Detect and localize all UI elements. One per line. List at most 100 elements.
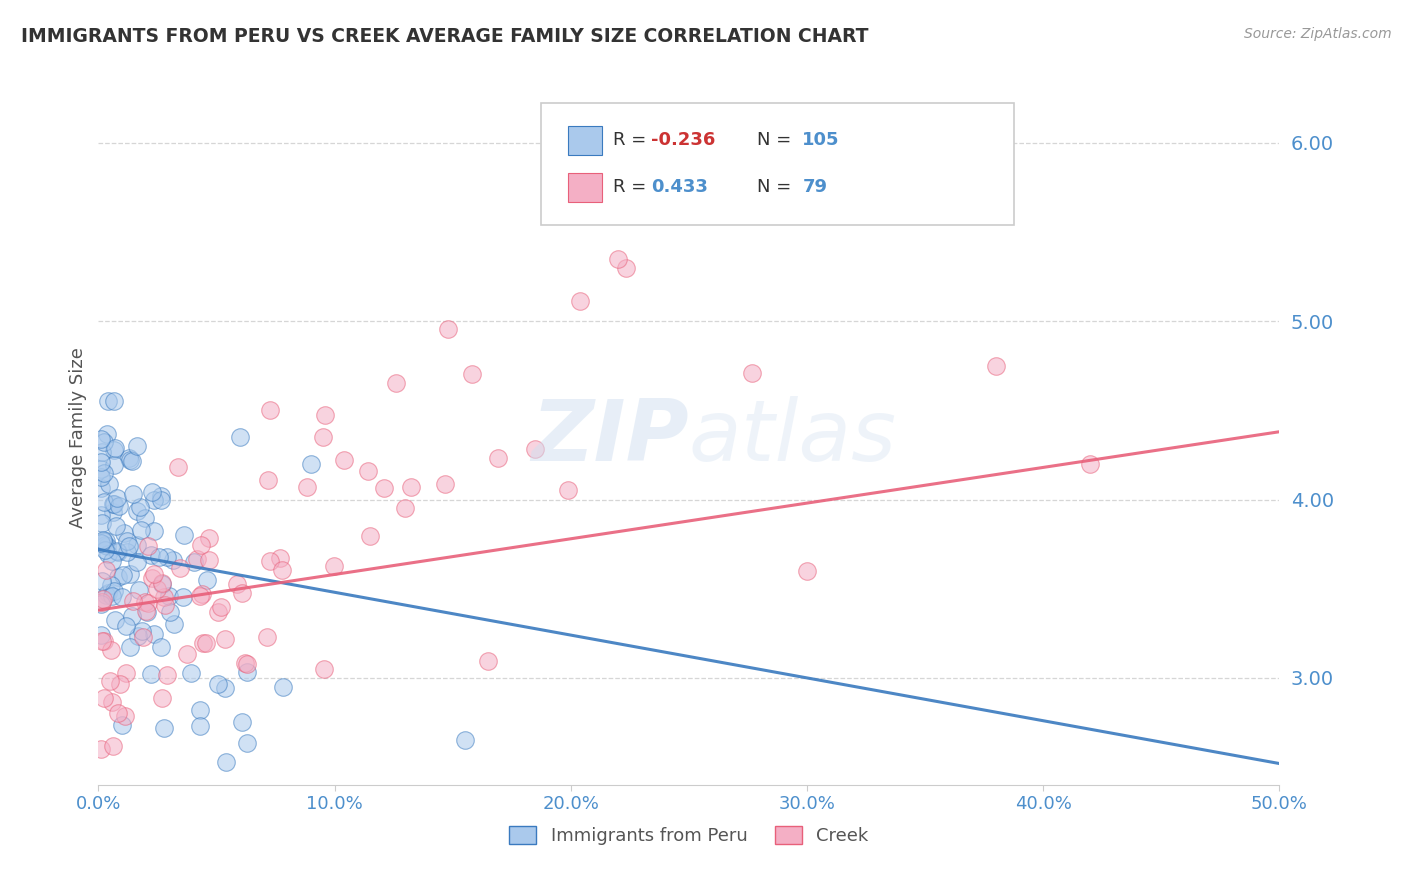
Point bbox=[91, 516, 114, 530]
Point bbox=[156, 550, 179, 565]
Text: 105: 105 bbox=[803, 131, 839, 149]
Point bbox=[156, 667, 179, 681]
Point bbox=[172, 590, 194, 604]
Point bbox=[90, 536, 112, 550]
Point bbox=[314, 409, 336, 423]
Point bbox=[128, 583, 150, 598]
Point bbox=[214, 632, 236, 646]
Point bbox=[90, 481, 112, 495]
Point bbox=[195, 573, 218, 587]
Point bbox=[93, 495, 115, 509]
Text: 0.433: 0.433 bbox=[651, 178, 709, 196]
Point bbox=[153, 599, 176, 613]
Point bbox=[436, 321, 458, 335]
Point bbox=[93, 633, 115, 648]
Point bbox=[198, 531, 221, 545]
Point bbox=[186, 552, 208, 566]
Point bbox=[139, 549, 162, 563]
Text: R =: R = bbox=[613, 131, 652, 149]
Point bbox=[190, 703, 212, 717]
Point bbox=[100, 643, 122, 657]
Point bbox=[103, 442, 125, 457]
Point bbox=[125, 555, 148, 569]
Point bbox=[101, 505, 124, 519]
Point bbox=[607, 252, 630, 266]
Point bbox=[741, 366, 763, 380]
Point bbox=[101, 695, 124, 709]
Point bbox=[150, 489, 173, 503]
Point bbox=[150, 493, 173, 508]
Point bbox=[373, 481, 395, 495]
Point bbox=[215, 755, 238, 769]
Point bbox=[97, 477, 120, 491]
Point bbox=[163, 616, 186, 631]
Point bbox=[394, 501, 416, 516]
Point bbox=[117, 534, 139, 549]
Point bbox=[150, 577, 173, 591]
Point bbox=[90, 433, 112, 447]
Point bbox=[94, 539, 117, 553]
Point bbox=[173, 528, 195, 542]
Point bbox=[108, 677, 131, 691]
Point bbox=[103, 394, 125, 409]
Point bbox=[136, 539, 159, 553]
Point bbox=[225, 576, 247, 591]
Point bbox=[93, 466, 115, 480]
Point bbox=[103, 497, 125, 511]
Point bbox=[176, 647, 198, 661]
Point bbox=[150, 690, 173, 705]
Point bbox=[97, 586, 120, 600]
Point bbox=[94, 543, 117, 558]
Point bbox=[207, 677, 229, 691]
Point bbox=[100, 578, 122, 592]
Point bbox=[207, 605, 229, 619]
Point bbox=[134, 594, 156, 608]
Point bbox=[90, 455, 112, 469]
Point bbox=[433, 476, 456, 491]
Point bbox=[98, 673, 121, 688]
Point bbox=[236, 665, 259, 679]
Point bbox=[108, 499, 131, 513]
Point bbox=[166, 459, 188, 474]
Point bbox=[90, 628, 112, 642]
Point bbox=[115, 666, 138, 681]
Point bbox=[1080, 457, 1102, 471]
Y-axis label: Average Family Size: Average Family Size bbox=[69, 347, 87, 527]
Point bbox=[90, 444, 112, 458]
Point bbox=[91, 592, 114, 607]
Point bbox=[142, 567, 165, 582]
Point bbox=[256, 630, 278, 644]
Point bbox=[101, 554, 124, 568]
Point bbox=[104, 519, 127, 533]
Point bbox=[271, 563, 294, 577]
Text: -0.236: -0.236 bbox=[651, 131, 716, 149]
Point bbox=[112, 567, 135, 582]
Point bbox=[359, 529, 381, 543]
Point bbox=[96, 588, 118, 602]
Point bbox=[188, 719, 211, 733]
Point bbox=[299, 457, 322, 471]
Point bbox=[107, 544, 129, 558]
Point bbox=[143, 524, 166, 538]
Point bbox=[131, 523, 153, 537]
Point bbox=[477, 654, 499, 668]
Point bbox=[114, 618, 136, 632]
Point bbox=[107, 706, 129, 721]
Text: Source: ZipAtlas.com: Source: ZipAtlas.com bbox=[1244, 27, 1392, 41]
Point bbox=[96, 539, 118, 553]
Point bbox=[461, 368, 484, 382]
Point bbox=[231, 715, 253, 730]
Text: N =: N = bbox=[758, 178, 797, 196]
Point bbox=[332, 452, 354, 467]
Legend: Immigrants from Peru, Creek: Immigrants from Peru, Creek bbox=[502, 819, 876, 853]
Point bbox=[127, 504, 149, 518]
Point bbox=[183, 555, 205, 569]
Point bbox=[271, 681, 294, 695]
Point bbox=[453, 733, 475, 747]
Point bbox=[101, 589, 124, 603]
Point bbox=[101, 497, 124, 511]
Point bbox=[256, 474, 278, 488]
Point bbox=[103, 583, 125, 598]
Point bbox=[127, 439, 149, 453]
Point bbox=[312, 430, 335, 444]
